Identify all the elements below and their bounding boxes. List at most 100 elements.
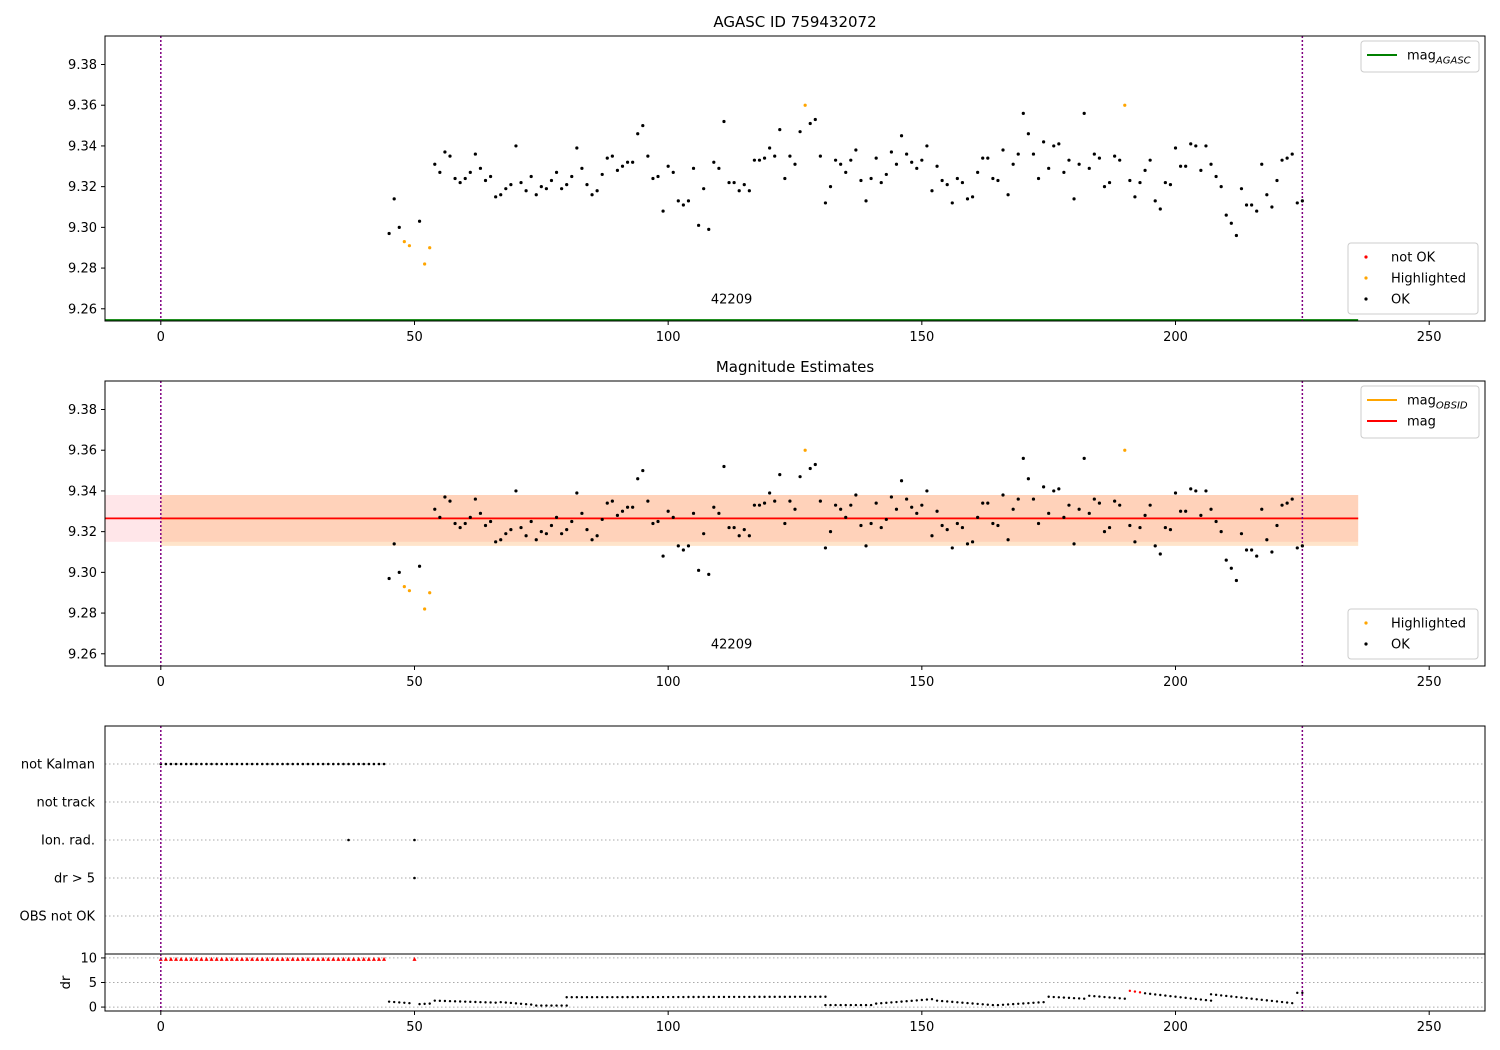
point-ok: [747, 534, 751, 538]
x-tick-label: 200: [1163, 1020, 1188, 1035]
dr-point: [1240, 996, 1243, 999]
dr-point: [545, 1004, 548, 1007]
dr-point: [971, 1002, 974, 1005]
point-ok: [833, 503, 838, 507]
point-ok: [666, 164, 670, 168]
flag-point: [321, 762, 325, 766]
dr-point: [814, 995, 817, 998]
dr-point: [1260, 998, 1263, 1002]
flag-row-label: not track: [36, 796, 95, 811]
point-ok: [742, 528, 746, 532]
dr-point: [408, 1001, 411, 1005]
dr-point: [976, 1002, 979, 1006]
point-ok: [1295, 201, 1299, 205]
point-ok: [991, 176, 995, 181]
point-ok: [717, 166, 721, 170]
dr-point: [646, 995, 650, 999]
point-ok: [1214, 174, 1218, 179]
point-ok: [534, 538, 538, 542]
dr-point: [398, 1001, 401, 1004]
dr-clipped-marker: [290, 956, 295, 961]
dr-point: [403, 1001, 406, 1004]
point-ok: [534, 193, 538, 197]
flag-point: [281, 762, 284, 766]
point-ok: [656, 174, 660, 179]
point-ok: [1300, 544, 1304, 548]
dr-point: [707, 995, 710, 999]
point-ok: [707, 227, 711, 231]
x-tick-label: 0: [157, 675, 165, 690]
point-ok: [1209, 507, 1213, 511]
flag-point: [271, 762, 274, 766]
dr-clipped-marker: [204, 956, 209, 961]
dr-point: [484, 1001, 487, 1004]
flag-point: [332, 762, 335, 766]
point-ok: [757, 158, 762, 162]
dr-point: [1032, 1001, 1035, 1005]
dr-clipped-marker: [326, 956, 331, 961]
point-ok: [620, 164, 625, 168]
point-ok: [483, 523, 488, 528]
point-ok: [1255, 554, 1259, 558]
dr-point: [661, 995, 665, 999]
dr-point: [524, 1003, 528, 1006]
x-tick-label: 0: [157, 330, 165, 345]
dr-clipped-marker: [366, 956, 371, 961]
point-ok: [575, 146, 579, 150]
point-ok: [1163, 180, 1167, 185]
point-ok: [920, 158, 924, 162]
point-ok: [686, 199, 691, 203]
point-ok: [610, 154, 614, 158]
point-ok: [773, 154, 777, 158]
point-ok: [417, 219, 422, 223]
dr-point: [753, 995, 756, 999]
dr-point: [951, 1000, 954, 1004]
dr-point: [956, 1001, 959, 1004]
point-ok: [625, 160, 630, 164]
point-ok: [397, 225, 401, 229]
dr-point: [966, 1001, 969, 1005]
y-tick-label: 9.28: [68, 607, 97, 622]
point-ok: [707, 572, 711, 576]
dr-point: [1072, 996, 1076, 1000]
point-ok: [732, 180, 736, 185]
dr-point: [621, 995, 624, 999]
panel-2: not Kalman not track Ion. rad. dr > 5 OBS no…: [20, 725, 1486, 1035]
point-ok: [1118, 503, 1122, 507]
point-ok: [463, 176, 467, 181]
point-ok: [955, 521, 959, 526]
dr-tick-label: 5: [89, 976, 97, 991]
point-ok: [1113, 154, 1117, 158]
flag-point: [296, 762, 300, 766]
flag-point: [184, 762, 188, 766]
point-ok: [808, 466, 812, 471]
point-ok: [712, 505, 716, 509]
point-ok: [1092, 497, 1096, 501]
dr-point: [768, 995, 771, 999]
point-ok: [1148, 158, 1152, 162]
point-ok: [727, 525, 731, 530]
x-tick-label: 150: [909, 675, 934, 690]
point-ok: [676, 199, 680, 203]
dr-clipped-marker: [245, 956, 250, 961]
point-ok: [702, 532, 706, 536]
dr-clipped-marker: [229, 956, 234, 961]
dr-point: [631, 995, 634, 999]
x-tick-label: 50: [406, 675, 423, 690]
flag-point: [413, 876, 416, 880]
y-tick-label: 9.34: [68, 139, 97, 154]
point-ok: [1189, 142, 1193, 146]
point-ok: [905, 152, 909, 156]
point-ok: [1173, 491, 1178, 495]
dr-point: [560, 1004, 563, 1007]
dr-clipped-marker: [376, 956, 381, 961]
point-ok: [778, 128, 782, 132]
point-ok: [960, 180, 965, 185]
point-ok: [433, 162, 437, 166]
dr-point: [565, 996, 568, 999]
point-highlighted: [423, 262, 427, 266]
dr-point: [793, 995, 797, 999]
point-ok: [965, 542, 970, 546]
point-highlighted: [803, 103, 807, 107]
point-ok: [625, 505, 630, 509]
